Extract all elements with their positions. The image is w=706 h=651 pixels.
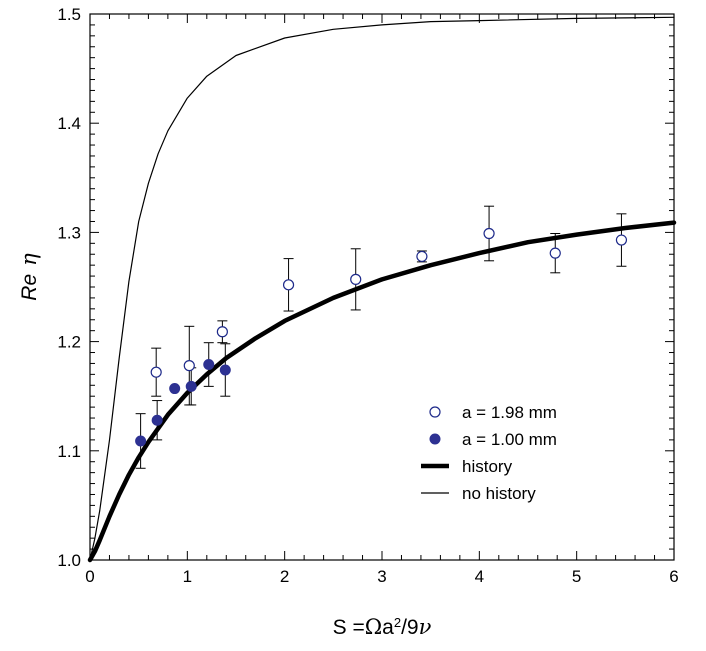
x-tick-label: 4	[475, 567, 484, 586]
y-tick-label: 1.1	[57, 442, 81, 461]
history-curve	[87, 220, 677, 563]
y-tick-label: 1.2	[57, 333, 81, 352]
open-circle-point	[216, 326, 228, 338]
x-tick-label: 1	[183, 567, 192, 586]
legend-label: no history	[462, 484, 536, 503]
no-history-curve	[89, 16, 675, 561]
filled-circle-point	[151, 414, 163, 426]
y-tick-label: 1.5	[57, 5, 81, 24]
open-circle-point	[416, 250, 428, 263]
x-tick-label: 0	[85, 567, 94, 586]
y-axis-ticks: 1.0 1.1 1.2 1.3 1.4 1.5	[57, 5, 674, 570]
open-circle-point	[483, 227, 495, 240]
legend: a = 1.98 mm a = 1.00 mm history no history	[421, 403, 557, 503]
x-axis-title: S =Ωa2/9ν	[333, 615, 432, 640]
legend-label: history	[462, 457, 513, 476]
open-circle-point	[150, 366, 162, 378]
filled-circle-point	[169, 383, 181, 395]
x-tick-label: 6	[669, 567, 678, 586]
open-circle-point	[282, 279, 295, 291]
plot-frame	[89, 13, 675, 561]
legend-open-circle	[429, 406, 441, 418]
filled-circle-point	[135, 435, 147, 447]
y-tick-label: 1.4	[57, 114, 81, 133]
filled-circle-point	[203, 359, 215, 371]
y-axis-title: Reη	[17, 253, 41, 301]
x-tick-label: 5	[572, 567, 581, 586]
y-tick-label: 1.3	[57, 223, 81, 242]
legend-filled-circle	[429, 433, 441, 445]
legend-label: a = 1.98 mm	[462, 403, 557, 422]
plot-border	[89, 13, 675, 561]
y-tick-label: 1.0	[57, 551, 81, 570]
x-tick-label: 3	[377, 567, 386, 586]
legend-label: a = 1.00 mm	[462, 430, 557, 449]
open-circle-point	[615, 234, 628, 246]
x-axis-ticks: 0 1 2 3 4 5 6	[85, 14, 679, 586]
error-bars	[135, 205, 627, 469]
filled-circle-point	[185, 380, 197, 392]
data-markers	[135, 227, 628, 447]
curves	[87, 16, 677, 563]
open-circle-point	[549, 247, 561, 259]
filled-circle-point	[219, 364, 231, 376]
x-tick-label: 2	[280, 567, 289, 586]
open-circle-point	[350, 273, 362, 285]
open-circle-point	[183, 360, 195, 372]
